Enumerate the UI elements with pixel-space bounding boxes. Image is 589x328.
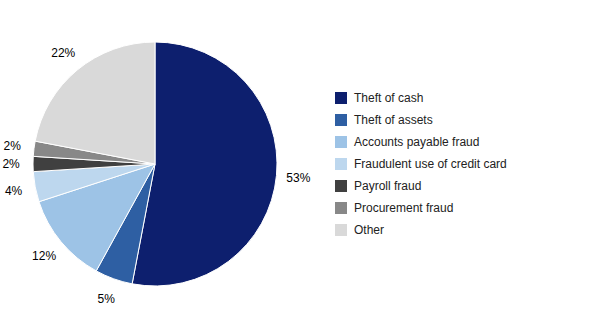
legend-item: Theft of assets — [335, 113, 433, 127]
legend: Theft of cash Theft of assets Accounts pay… — [335, 91, 507, 237]
data-label: 4% — [5, 184, 23, 198]
legend-label: Payroll fraud — [354, 179, 421, 193]
legend-item: Fraudulent use of credit card — [335, 157, 507, 171]
legend-label: Other — [354, 223, 384, 237]
legend-label: Accounts payable fraud — [354, 135, 479, 149]
data-label: 2% — [2, 157, 20, 171]
data-label: 22% — [51, 46, 75, 60]
legend-swatch — [335, 92, 347, 104]
legend-label: Procurement fraud — [354, 201, 453, 215]
legend-item: Procurement fraud — [335, 201, 453, 215]
legend-item: Payroll fraud — [335, 179, 421, 193]
data-label: 12% — [32, 249, 56, 263]
legend-swatch — [335, 158, 347, 170]
legend-label: Theft of cash — [354, 91, 423, 105]
data-label: 2% — [4, 139, 22, 153]
legend-label: Fraudulent use of credit card — [354, 157, 507, 171]
legend-swatch — [335, 136, 347, 148]
data-label: 5% — [98, 292, 116, 306]
pie — [33, 42, 277, 286]
legend-item: Other — [335, 223, 384, 237]
legend-swatch — [335, 224, 347, 236]
legend-swatch — [335, 114, 347, 126]
legend-swatch — [335, 180, 347, 192]
data-labels: 53% 5% 12% 4% 2% 2% 22% — [2, 46, 310, 306]
legend-item: Theft of cash — [335, 91, 423, 105]
data-label: 53% — [286, 171, 310, 185]
pie-slice — [35, 42, 155, 164]
legend-swatch — [335, 202, 347, 214]
legend-item: Accounts payable fraud — [335, 135, 479, 149]
legend-label: Theft of assets — [354, 113, 433, 127]
chart: 53% 5% 12% 4% 2% 2% 22% Theft of cash Theft of a… — [0, 0, 589, 328]
